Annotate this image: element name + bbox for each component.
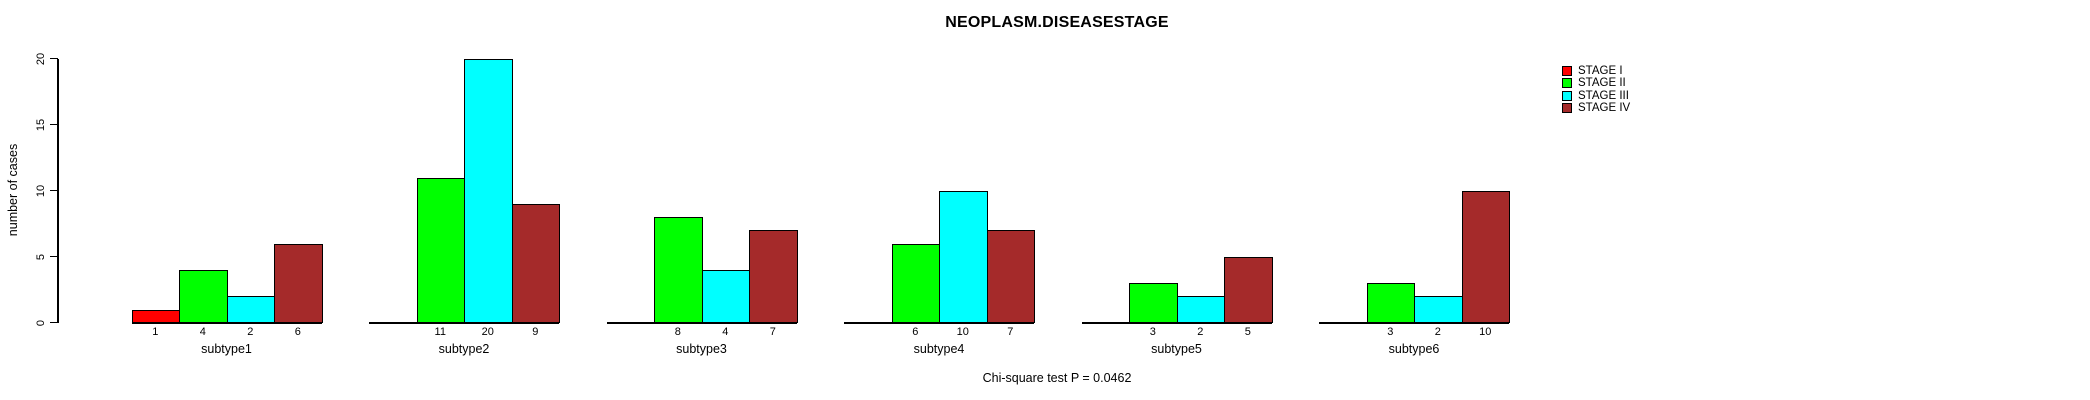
bar — [416, 177, 465, 323]
bar — [986, 230, 1035, 323]
group-label: subtype2 — [438, 342, 490, 356]
bar — [939, 190, 988, 323]
bar-value-label: 4 — [722, 326, 729, 338]
bar-value-label: 7 — [1007, 326, 1014, 338]
x-axis-baseline — [1319, 322, 1509, 324]
y-tick — [50, 189, 58, 192]
legend-swatch-icon — [1562, 90, 1572, 101]
group-label: subtype5 — [1151, 342, 1202, 356]
bar — [179, 269, 228, 323]
bar-value-label: 2 — [247, 326, 254, 338]
bar-value-label: 11 — [434, 326, 446, 338]
y-tick-label: 0 — [35, 319, 47, 326]
legend-swatch-icon — [1562, 66, 1572, 76]
bar — [654, 217, 703, 323]
chi-square-caption: Chi-square test P = 0.0462 — [982, 371, 1132, 385]
bar — [1366, 283, 1415, 323]
bar — [274, 243, 323, 323]
x-axis-baseline — [369, 322, 559, 324]
y-tick — [50, 255, 58, 258]
y-tick-label: 15 — [35, 118, 47, 131]
bar — [1414, 296, 1463, 323]
bar — [464, 58, 513, 323]
y-tick — [50, 57, 58, 60]
bar-value-label: 4 — [199, 326, 206, 338]
bar — [1176, 296, 1225, 323]
chart-title: NEOPLASM.DISEASESTAGE — [945, 14, 1169, 31]
bar-value-label: 2 — [1434, 326, 1441, 338]
bar — [1461, 190, 1510, 323]
bar-value-label: 6 — [294, 326, 301, 338]
bar-value-label: 6 — [912, 326, 919, 338]
y-tick — [50, 123, 58, 126]
bar — [891, 243, 940, 323]
bar-value-label: 10 — [1479, 326, 1492, 338]
group-label: subtype6 — [1388, 342, 1440, 356]
bar — [1224, 256, 1273, 323]
y-tick-label: 10 — [35, 184, 47, 197]
y-tick-label: 5 — [35, 253, 47, 260]
bar — [1129, 283, 1178, 323]
x-axis-baseline — [1081, 322, 1272, 324]
bar-value-label: 1 — [152, 326, 159, 338]
x-axis-baseline — [844, 322, 1034, 324]
legend-item-label: STAGE III — [1578, 89, 1629, 102]
bar — [511, 203, 560, 323]
bar-value-label: 5 — [1244, 326, 1251, 338]
y-tick — [50, 321, 58, 324]
x-axis-baseline — [606, 322, 797, 324]
bar-value-label: 8 — [674, 326, 681, 338]
group-label: subtype3 — [676, 342, 727, 356]
x-axis-baseline — [131, 322, 322, 324]
bar — [131, 309, 180, 323]
bar-value-label: 10 — [956, 326, 969, 338]
y-axis — [57, 58, 59, 323]
legend-item-label: STAGE IV — [1578, 102, 1631, 115]
group-label: subtype4 — [913, 342, 965, 356]
bar-value-label: 3 — [1149, 326, 1156, 338]
bar — [701, 269, 750, 323]
bar — [226, 296, 275, 323]
legend-swatch-icon — [1562, 103, 1572, 114]
y-tick-label: 20 — [35, 52, 47, 65]
bar-value-label: 7 — [769, 326, 776, 338]
legend-item-label: STAGE II — [1578, 77, 1626, 90]
legend-swatch-icon — [1562, 78, 1572, 89]
bar-value-label: 9 — [532, 326, 539, 338]
group-label: subtype1 — [201, 342, 252, 356]
bar-value-label: 3 — [1387, 326, 1394, 338]
y-axis-label: number of cases — [6, 143, 20, 237]
legend-item-label: STAGE I — [1578, 65, 1623, 77]
bar — [749, 230, 798, 323]
bar-value-label: 20 — [481, 326, 494, 338]
bar-value-label: 2 — [1197, 326, 1204, 338]
